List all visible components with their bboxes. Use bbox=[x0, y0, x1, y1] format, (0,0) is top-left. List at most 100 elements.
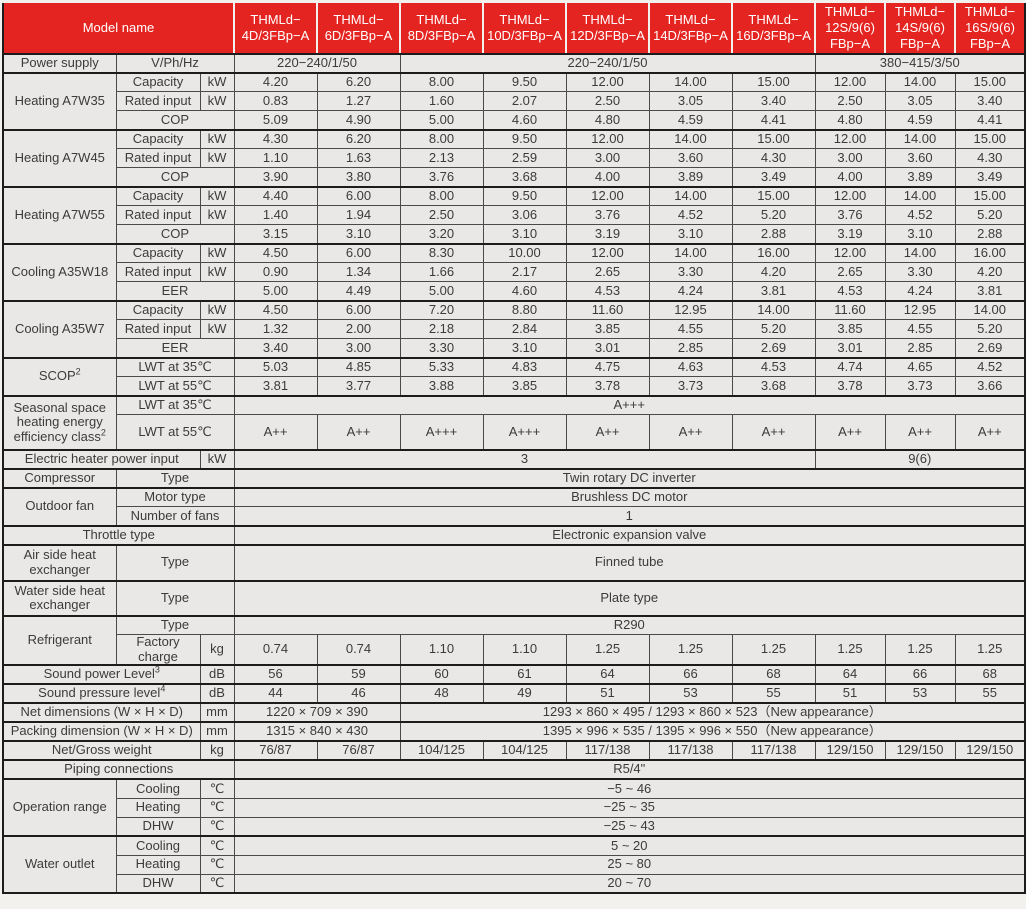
value-cell: 20 ~ 70 bbox=[233, 873, 1026, 894]
sub-cell: Cooling bbox=[115, 778, 201, 799]
value-cell: 8.00 bbox=[399, 185, 484, 207]
sub-cell: Factory charge bbox=[115, 634, 201, 666]
value-cell: 2.13 bbox=[399, 148, 484, 169]
value-cell: 4.59 bbox=[648, 110, 733, 131]
value-cell: 3.81 bbox=[954, 281, 1026, 302]
row-heating-a7w35-capacity: Heating A7W35 Capacity kW 4.20 6.20 8.00 9.50 1… bbox=[2, 71, 1026, 131]
value-cell: 46 bbox=[316, 683, 401, 704]
value-cell: 1.34 bbox=[316, 262, 401, 283]
value-cell: 2.88 bbox=[731, 224, 816, 245]
value-cell: 1315 × 840 × 430 bbox=[233, 721, 401, 742]
value-cell: 3.85 bbox=[482, 376, 567, 397]
value-cell: 1.60 bbox=[399, 91, 484, 112]
value-cell: A+++ bbox=[399, 414, 484, 451]
value-cell: 2.59 bbox=[482, 148, 567, 169]
value-cell: 12.00 bbox=[565, 71, 650, 93]
value-cell: 12.00 bbox=[814, 71, 886, 93]
unit-cell: ℃ bbox=[199, 854, 235, 875]
model-column-header: THMLd− 12D/3FBp−A bbox=[565, 3, 650, 55]
value-cell: 4.55 bbox=[884, 319, 956, 340]
value-cell: 66 bbox=[884, 664, 956, 685]
value-cell: A++ bbox=[731, 414, 816, 451]
model-column-header: THMLd− 6D/3FBp−A bbox=[316, 3, 401, 55]
value-cell: 2.69 bbox=[954, 338, 1026, 359]
label-cell: Net/Gross weight bbox=[2, 740, 201, 761]
row-piping-connections: Piping connections R5/4" bbox=[2, 759, 1026, 780]
value-cell: 4.20 bbox=[233, 71, 318, 93]
value-cell: 4.41 bbox=[731, 110, 816, 131]
label-cell: Heating A7W35 bbox=[2, 71, 117, 131]
value-cell: 3.10 bbox=[648, 224, 733, 245]
value-cell: 5.20 bbox=[731, 205, 816, 226]
row-outdoor-fan-motor-type: Outdoor fan Motor type Brushless DC motor bbox=[2, 486, 1026, 527]
value-cell: 76/87 bbox=[316, 740, 401, 761]
value-cell: 380−415/3/50 bbox=[814, 52, 1026, 74]
value-cell: R5/4" bbox=[233, 759, 1026, 780]
value-cell: 1.10 bbox=[399, 634, 484, 666]
value-cell: 14.00 bbox=[731, 299, 816, 321]
value-cell: 5.03 bbox=[233, 356, 318, 378]
value-cell: 1395 × 996 × 535 / 1395 × 996 × 550（New … bbox=[399, 721, 1026, 742]
row-refrigerant-type: Refrigerant Type R290 bbox=[2, 614, 1026, 666]
value-cell: 5.00 bbox=[399, 110, 484, 131]
model-column-header: THMLd− 16S/9(6) FBp−A bbox=[954, 3, 1025, 55]
value-cell: 4.20 bbox=[731, 262, 816, 283]
value-cell: 2.65 bbox=[565, 262, 650, 283]
value-cell: 4.52 bbox=[648, 205, 733, 226]
label-cell: SCOP2 bbox=[2, 356, 117, 397]
value-cell: 4.60 bbox=[482, 281, 567, 302]
model-name-header: Model name bbox=[3, 3, 235, 55]
value-cell: 1 bbox=[233, 506, 1026, 527]
value-cell: 2.50 bbox=[565, 91, 650, 112]
value-cell: 2.07 bbox=[482, 91, 567, 112]
row-scop-lwt35: SCOP2 LWT at 35℃ 5.03 4.85 5.33 4.83 4.75 4.63 4… bbox=[2, 356, 1026, 397]
value-cell: −25 ~ 43 bbox=[233, 816, 1026, 837]
label-cell: Outdoor fan bbox=[2, 486, 117, 527]
table-body: Power supply V/Ph/Hz 220−240/1/50 220−240/1… bbox=[2, 52, 1026, 894]
value-cell: 3.30 bbox=[648, 262, 733, 283]
row-throttle-type: Throttle type Electronic expansion valve bbox=[2, 524, 1026, 546]
value-cell: 7.20 bbox=[399, 299, 484, 321]
row-air-side-heat-exchanger: Air side heat exchanger Type Finned tube bbox=[2, 543, 1026, 582]
value-cell: 61 bbox=[482, 664, 567, 685]
value-cell: 4.75 bbox=[565, 356, 650, 378]
label-cell: Seasonal space heating energy efficiency… bbox=[2, 394, 117, 451]
label-cell: Piping connections bbox=[2, 759, 235, 780]
value-cell: 3.77 bbox=[316, 376, 401, 397]
unit-cell: kW bbox=[199, 319, 235, 340]
value-cell: Finned tube bbox=[233, 543, 1026, 582]
model-column-header: THMLd− 12S/9(6) FBp−A bbox=[814, 3, 886, 55]
unit-cell: kW bbox=[199, 242, 235, 264]
sub-cell: COP bbox=[115, 110, 235, 131]
value-cell: 220−240/1/50 bbox=[233, 52, 401, 74]
value-cell: 4.85 bbox=[316, 356, 401, 378]
value-cell: 6.00 bbox=[316, 299, 401, 321]
label-cell: Cooling A35W7 bbox=[2, 299, 117, 359]
value-cell: 3.89 bbox=[648, 167, 733, 188]
value-cell: 1.25 bbox=[565, 634, 650, 666]
value-cell: A++ bbox=[316, 414, 401, 451]
value-cell: 9.50 bbox=[482, 71, 567, 93]
value-cell: 2.85 bbox=[884, 338, 956, 359]
row-cooling-a35w7-eer: EER 3.40 3.00 3.30 3.10 3.01 2.85 2.69 3.01 2.85 2… bbox=[3, 338, 1026, 359]
value-cell: 12.00 bbox=[814, 128, 886, 150]
value-cell: 9.50 bbox=[482, 185, 567, 207]
value-cell: 48 bbox=[399, 683, 484, 704]
value-cell: 4.60 bbox=[482, 110, 567, 131]
value-cell: 68 bbox=[954, 664, 1026, 685]
value-cell: 5.20 bbox=[954, 319, 1026, 340]
value-cell: 68 bbox=[731, 664, 816, 685]
value-cell: 2.65 bbox=[814, 262, 886, 283]
value-cell: 2.17 bbox=[482, 262, 567, 283]
label-cell: Refrigerant bbox=[2, 614, 117, 666]
sub-cell: Rated input bbox=[115, 91, 201, 112]
sub-cell: Type bbox=[115, 579, 235, 617]
value-cell: 2.00 bbox=[316, 319, 401, 340]
value-cell: 56 bbox=[233, 664, 318, 685]
model-column-header: THMLd− 8D/3FBp−A bbox=[399, 3, 484, 55]
sub-cell: EER bbox=[115, 281, 235, 302]
row-heating-a7w45-cop: COP 3.90 3.80 3.76 3.68 4.00 3.89 3.49 4.00 3.89 3… bbox=[3, 167, 1026, 188]
sub-cell: Rated input bbox=[115, 319, 201, 340]
sub-cell: EER bbox=[115, 338, 235, 359]
unit-cell: kW bbox=[199, 448, 235, 470]
